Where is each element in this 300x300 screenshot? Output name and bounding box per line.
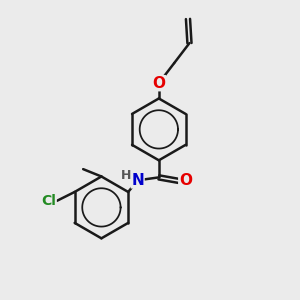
Text: N: N: [131, 173, 144, 188]
Text: H: H: [121, 169, 132, 182]
Text: O: O: [179, 173, 192, 188]
Text: O: O: [152, 76, 165, 91]
Text: Cl: Cl: [41, 194, 56, 208]
